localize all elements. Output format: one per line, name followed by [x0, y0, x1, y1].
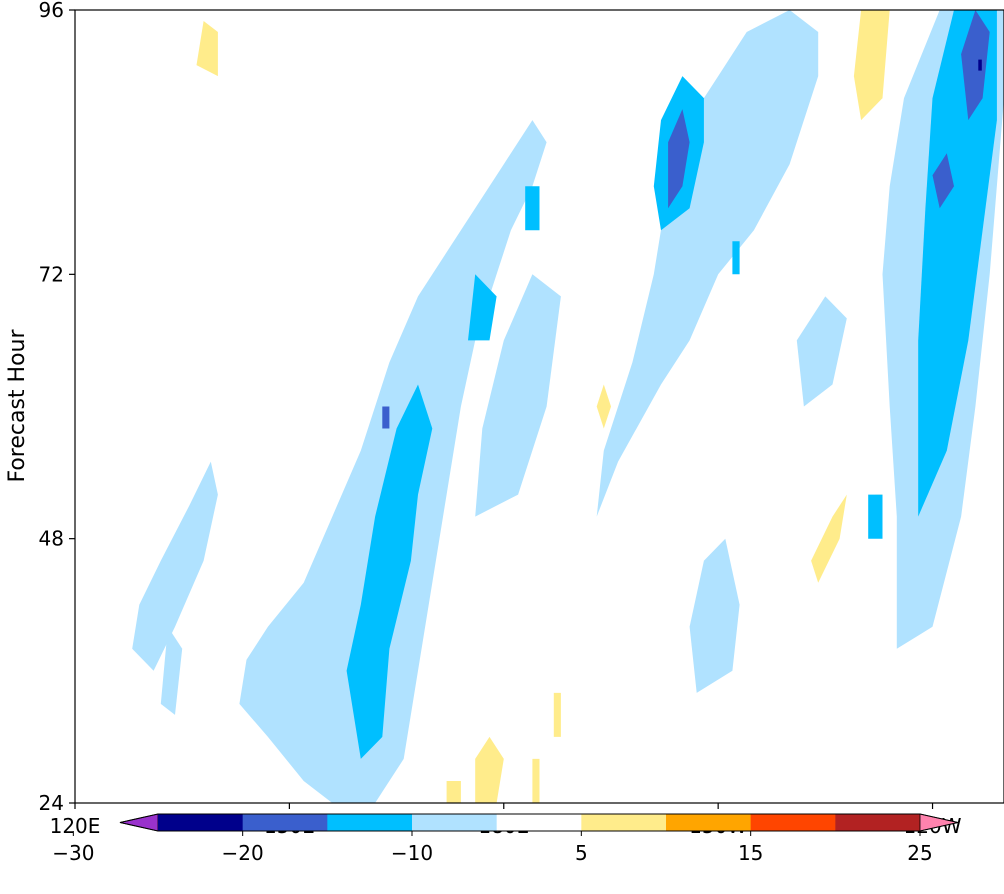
y-axis: 24 48 72 96: [39, 0, 75, 815]
contour-region: [446, 781, 461, 803]
contour-region: [811, 494, 847, 583]
contour-region: [382, 406, 390, 429]
x-tick-label: 120E: [50, 814, 101, 838]
contour-region: [868, 494, 883, 539]
colorbar-bin: [158, 814, 244, 831]
contour-region: [796, 296, 847, 407]
colorbar-bin: [412, 814, 498, 831]
colorbar-tick-label: −30: [52, 841, 94, 865]
y-tick-label: 72: [39, 262, 64, 286]
colorbar-bin: [581, 814, 667, 831]
contour-region: [160, 626, 183, 715]
contour-region: [932, 153, 954, 209]
contour-region: [532, 758, 540, 803]
contour-region: [918, 10, 997, 517]
contour-region: [475, 274, 561, 517]
contour-region: [596, 384, 611, 429]
colorbar-bin: [666, 814, 752, 831]
contour-region: [853, 10, 890, 121]
colorbar-tick-label: 25: [907, 841, 932, 865]
contour-region: [689, 538, 740, 693]
contour-region: [525, 186, 540, 231]
colorbar-tick-label: −20: [222, 841, 264, 865]
contour-region: [475, 736, 504, 803]
y-tick-label: 96: [39, 0, 64, 22]
y-tick-label: 48: [39, 527, 64, 551]
colorbar-bin: [242, 814, 328, 831]
contour-region: [978, 59, 982, 71]
colorbar-bin: [496, 814, 582, 831]
colorbar-bin: [327, 814, 413, 831]
contour-fills: [132, 10, 1004, 803]
contour-region: [961, 10, 990, 121]
contour-region: [468, 274, 497, 341]
contour-region: [553, 692, 561, 737]
y-tick-label: 24: [39, 791, 64, 815]
contour-region: [732, 241, 740, 275]
contour-region: [346, 384, 433, 759]
colorbar: −30 −20 −10 5 15 25: [52, 813, 959, 865]
contour-region: [596, 10, 819, 517]
colorbar-extend-low: [119, 813, 159, 832]
plot-frame: [74, 9, 1004, 804]
contour-region: [668, 109, 690, 209]
y-axis-label: Forecast Hour: [5, 329, 30, 483]
contour-region: [132, 461, 218, 671]
colorbar-bin: [835, 814, 921, 831]
colorbar-bin: [750, 814, 836, 831]
colorbar-tick-label: 15: [738, 841, 763, 865]
colorbar-tick-label: 5: [575, 841, 588, 865]
colorbar-outline: [119, 813, 959, 832]
colorbar-tick-label: −10: [391, 841, 433, 865]
contour-region: [196, 21, 218, 77]
